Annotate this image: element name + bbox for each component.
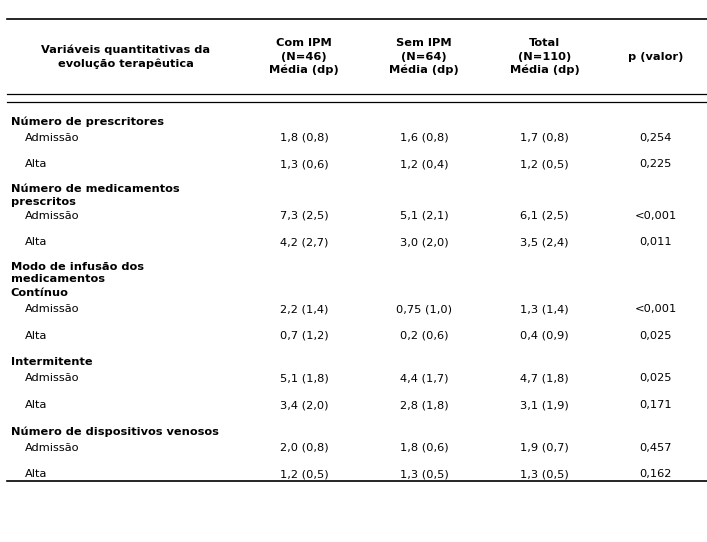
Text: <0,001: <0,001: [635, 211, 677, 221]
Text: Alta: Alta: [25, 331, 47, 341]
Text: 0,4 (0,9): 0,4 (0,9): [520, 331, 568, 341]
Text: 2,0 (0,8): 2,0 (0,8): [280, 443, 328, 453]
Text: Variáveis quantitativas da
evolução terapêutica: Variáveis quantitativas da evolução tera…: [41, 44, 210, 69]
Text: 0,457: 0,457: [640, 443, 672, 453]
Text: Alta: Alta: [25, 237, 47, 247]
Text: 5,1 (1,8): 5,1 (1,8): [280, 373, 328, 383]
Text: Número de medicamentos
prescritos: Número de medicamentos prescritos: [11, 184, 180, 207]
Text: 0,011: 0,011: [639, 237, 672, 247]
Text: 4,2 (2,7): 4,2 (2,7): [280, 237, 328, 247]
Text: 0,225: 0,225: [640, 159, 672, 169]
Text: 0,162: 0,162: [640, 469, 672, 479]
Text: 0,2 (0,6): 0,2 (0,6): [400, 331, 448, 341]
Text: 7,3 (2,5): 7,3 (2,5): [280, 211, 328, 221]
Text: 0,025: 0,025: [640, 331, 672, 341]
Text: 2,8 (1,8): 2,8 (1,8): [400, 400, 448, 410]
Text: Alta: Alta: [25, 469, 47, 479]
Text: 1,3 (0,6): 1,3 (0,6): [280, 159, 328, 169]
Text: 0,025: 0,025: [640, 373, 672, 383]
Text: Sem IPM
(N=64)
Média (dp): Sem IPM (N=64) Média (dp): [390, 38, 459, 75]
Text: Total
(N=110)
Média (dp): Total (N=110) Média (dp): [510, 38, 579, 75]
Text: 1,3 (0,5): 1,3 (0,5): [520, 469, 568, 479]
Text: Admissão: Admissão: [25, 211, 79, 221]
Text: 1,9 (0,7): 1,9 (0,7): [520, 443, 568, 453]
Text: 6,1 (2,5): 6,1 (2,5): [520, 211, 568, 221]
Text: 3,1 (1,9): 3,1 (1,9): [520, 400, 568, 410]
Text: 3,0 (2,0): 3,0 (2,0): [400, 237, 448, 247]
Text: 1,8 (0,6): 1,8 (0,6): [400, 443, 448, 453]
Text: 4,7 (1,8): 4,7 (1,8): [520, 373, 568, 383]
Text: 1,8 (0,8): 1,8 (0,8): [280, 133, 328, 143]
Text: 4,4 (1,7): 4,4 (1,7): [400, 373, 448, 383]
Text: 0,171: 0,171: [639, 400, 672, 410]
Text: Número de prescritores: Número de prescritores: [11, 117, 163, 127]
Text: Número de dispositivos venosos: Número de dispositivos venosos: [11, 427, 218, 437]
Text: Admissão: Admissão: [25, 133, 79, 143]
Text: Alta: Alta: [25, 159, 47, 169]
Text: 1,7 (0,8): 1,7 (0,8): [520, 133, 568, 143]
Text: 0,75 (1,0): 0,75 (1,0): [396, 305, 452, 314]
Text: p (valor): p (valor): [628, 52, 684, 62]
Text: Com IPM
(N=46)
Média (dp): Com IPM (N=46) Média (dp): [269, 38, 339, 75]
Text: Admissão: Admissão: [25, 373, 79, 383]
Text: 0,7 (1,2): 0,7 (1,2): [280, 331, 328, 341]
Text: Modo de infusão dos
medicamentos: Modo de infusão dos medicamentos: [11, 262, 144, 285]
Text: 1,3 (1,4): 1,3 (1,4): [520, 305, 568, 314]
Text: 5,1 (2,1): 5,1 (2,1): [400, 211, 448, 221]
Text: 3,5 (2,4): 3,5 (2,4): [520, 237, 568, 247]
Text: Contínuo: Contínuo: [11, 288, 69, 298]
Text: 1,2 (0,5): 1,2 (0,5): [280, 469, 328, 479]
Text: Intermitente: Intermitente: [11, 358, 92, 367]
Text: <0,001: <0,001: [635, 305, 677, 314]
Text: 3,4 (2,0): 3,4 (2,0): [280, 400, 328, 410]
Text: Alta: Alta: [25, 400, 47, 410]
Text: Admissão: Admissão: [25, 305, 79, 314]
Text: 1,2 (0,5): 1,2 (0,5): [520, 159, 568, 169]
Text: 1,2 (0,4): 1,2 (0,4): [400, 159, 448, 169]
Text: 1,6 (0,8): 1,6 (0,8): [400, 133, 448, 143]
Text: 1,3 (0,5): 1,3 (0,5): [400, 469, 448, 479]
Text: 2,2 (1,4): 2,2 (1,4): [280, 305, 328, 314]
Text: 0,254: 0,254: [640, 133, 672, 143]
Text: Admissão: Admissão: [25, 443, 79, 453]
